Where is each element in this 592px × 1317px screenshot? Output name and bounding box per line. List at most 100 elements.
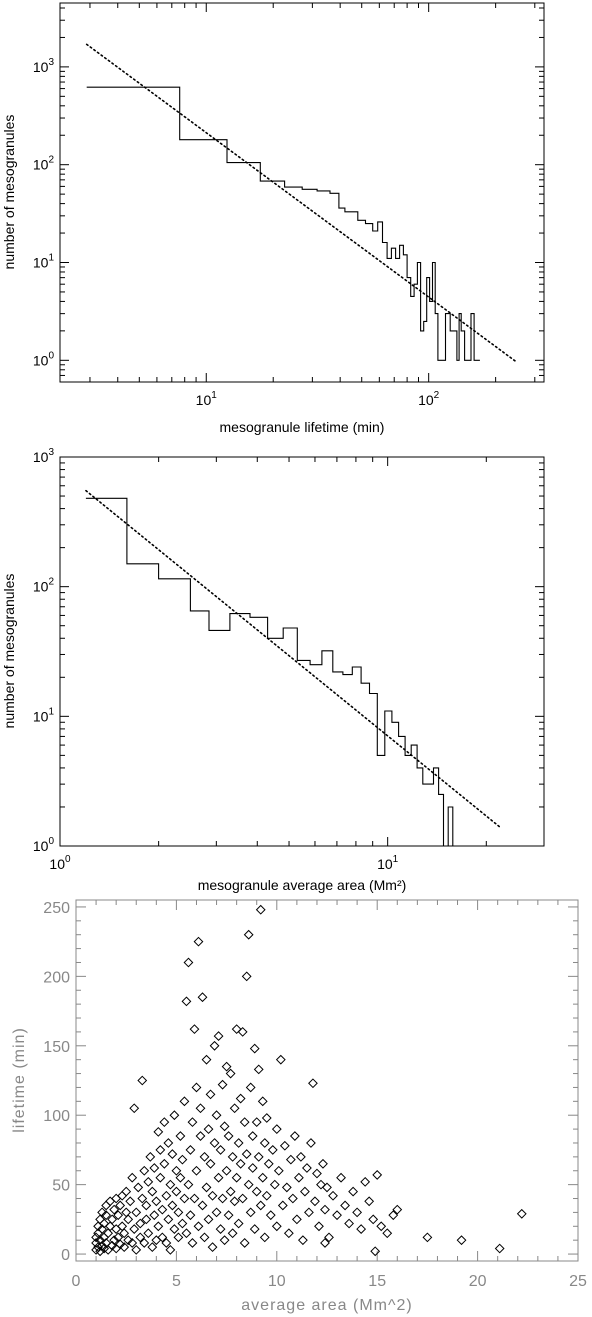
area-power-law-fit [85,489,501,828]
scatter-point [113,1210,124,1221]
scatter-point [145,1151,156,1162]
scatter-point [370,1246,381,1257]
lifetime-y-tick-label: 101 [33,252,55,270]
scatter-point [239,1238,250,1248]
scatter-point [235,1158,246,1169]
scatter-plot-frame [75,899,579,1262]
area-plot-frame [59,456,545,847]
scatter-point [308,1078,318,1089]
scatter-point [494,1243,505,1254]
scatter-point [217,1193,228,1204]
scatter-point [225,1186,236,1197]
scatter-point [295,1151,306,1162]
area-series [85,489,501,847]
scatter-point [155,1145,166,1155]
scatter-point [289,1131,300,1141]
scatter-point [203,1214,214,1225]
scatter-point [153,1126,164,1137]
scatter-point [165,1244,176,1255]
scatter-point [127,1172,138,1183]
lifetime-axis-ticks [60,3,544,383]
scatter-point [173,1232,184,1243]
scatter-point [167,1200,178,1211]
scatter-point [207,1190,218,1201]
scatter-point [241,971,252,982]
area-histogram-line [85,497,458,847]
scatter-point [171,1186,182,1197]
scatter-point [147,1186,158,1197]
scatter-point [227,1228,238,1239]
scatter-point [318,1158,328,1169]
lifetime-y-tick-label: 103 [33,57,55,75]
scatter-point [191,1082,202,1093]
scatter-point [191,1165,202,1176]
scatter-point [229,1196,240,1207]
scatter-point [257,1096,268,1107]
scatter-point [199,1151,210,1162]
scatter-point [161,1190,172,1201]
scatter-point [269,1179,280,1190]
scatter-point [300,1186,310,1197]
scatter-point [235,1093,246,1104]
scatter-point [213,1031,224,1041]
scatter-point [241,1149,252,1159]
scatter-point [211,1110,222,1121]
scatter-point [127,1238,138,1248]
scatter-point [155,1172,166,1183]
scatter-point [157,1232,168,1243]
scatter-point [119,1242,130,1253]
scatter-point [312,1168,322,1179]
scatter-point [203,1124,214,1135]
scatter-point [111,1224,122,1234]
scatter-point [259,1138,270,1148]
scatter-x-tick-label: 10 [268,1273,286,1290]
scatter-point [131,1207,142,1218]
scatter-point [283,1228,294,1239]
scatter-point [141,1214,152,1225]
area-y-tick-label: 100 [33,836,55,854]
scatter-point [215,1145,226,1155]
scatter-y-tick-label: 250 [43,900,70,917]
scatter-point [239,1117,250,1128]
scatter-point [119,1228,130,1239]
scatter-points [91,904,527,1257]
scatter-point [259,1232,270,1243]
scatter-point [163,1138,174,1148]
scatter-point [193,936,204,947]
area-y-tick-label: 103 [33,447,55,465]
scatter-point [344,1218,354,1229]
area-y-tick-label: 102 [33,577,55,595]
scatter-x-tick-label: 15 [368,1273,386,1290]
scatter-point [91,1238,101,1248]
scatter-point [187,1238,198,1248]
scatter-point [177,1218,188,1229]
scatter-point [109,1204,120,1215]
scatter-point [273,1165,284,1176]
area-x-tick-label: 100 [49,854,71,872]
scatter-point [267,1145,278,1155]
scatter-x-tick-label: 0 [72,1273,81,1290]
scatter-point [320,1204,330,1215]
area-tick-labels: 100 101 100 101 102 103 [33,447,399,872]
scatter-point [297,1235,308,1246]
scatter-point [223,1131,234,1141]
scatter-point [243,929,254,940]
scatter-point [125,1196,136,1207]
scatter-point [304,1207,314,1218]
scatter-point [207,1242,218,1253]
scatter-point [249,1224,260,1234]
scatter-point [131,1244,142,1255]
scatter-point [251,1186,262,1197]
scatter-x-tick-label: 20 [469,1273,487,1290]
scatter-point [279,1140,290,1151]
scatter-point [247,1163,258,1173]
scatter-point [422,1232,433,1243]
scatter-point [217,1079,228,1090]
scatter-point [231,1024,242,1035]
scatter-point [209,1040,220,1051]
lifetime-plot-frame [59,2,545,383]
scatter-point [328,1190,338,1201]
scatter-point [382,1228,393,1239]
